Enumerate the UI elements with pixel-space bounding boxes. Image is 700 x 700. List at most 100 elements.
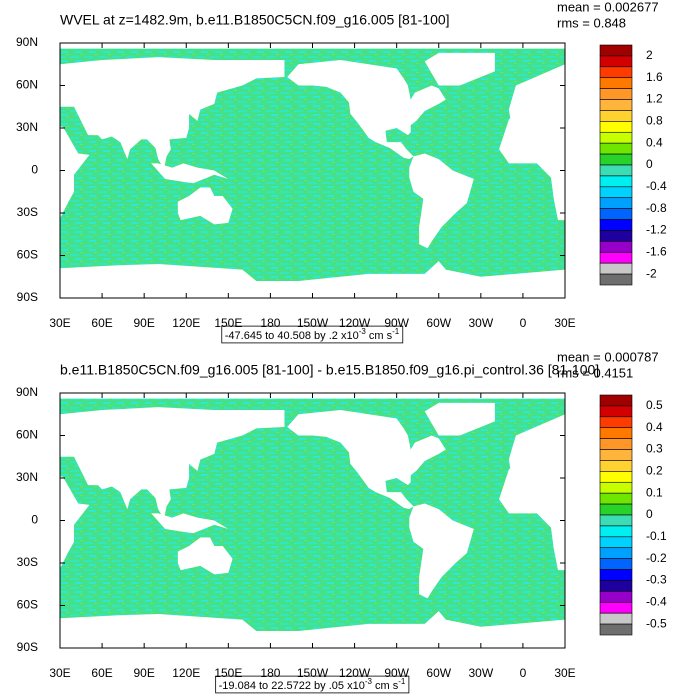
colorbar-label: -2 <box>646 266 657 280</box>
x-tick-label: 30E <box>49 666 70 680</box>
land <box>424 52 495 86</box>
land <box>151 513 229 534</box>
x-tick-label: 30E <box>554 316 575 330</box>
colorbar-box <box>599 131 633 144</box>
y-tick-label: 60S <box>17 598 38 612</box>
colorbar-box <box>599 416 633 429</box>
colorbar-box <box>599 438 633 450</box>
x-tick-label: 0 <box>520 666 527 680</box>
y-tick-label: 90S <box>17 290 38 304</box>
x-tick-label: 180 <box>260 316 280 330</box>
colorbar-label: -0.1 <box>646 529 667 543</box>
land <box>499 64 565 221</box>
map-panel: WVEL at z=1482.9m, b.e11.B1850C5CN.f09_g… <box>16 0 667 344</box>
x-tick-label: 120W <box>339 316 371 330</box>
colorbar-box <box>599 153 633 166</box>
y-tick-label: 30N <box>16 120 38 134</box>
y-tick-label: 90N <box>16 385 38 399</box>
land <box>60 57 285 170</box>
land <box>499 414 565 571</box>
colorbar-box <box>599 449 633 461</box>
colorbar-label: 1.2 <box>646 92 663 106</box>
colorbar-box <box>599 230 633 242</box>
x-tick-label: 30E <box>49 316 70 330</box>
colorbar-box <box>599 471 633 483</box>
colorbar-label: 2 <box>646 48 653 62</box>
colorbar-label: 0.8 <box>646 114 663 128</box>
x-tick-label: 150W <box>297 316 329 330</box>
rms-label: rms = 0.848 <box>557 15 626 30</box>
y-tick-label: 30S <box>17 205 38 219</box>
colorbar-box <box>599 394 633 407</box>
mean-label: mean = 0.000787 <box>557 349 659 364</box>
y-tick-label: 90N <box>16 35 38 49</box>
range-label-part: -47.645 to 40.508 by .2 x10 <box>225 330 359 342</box>
colorbar-box <box>599 514 633 527</box>
range-label-part: cm s <box>372 680 399 692</box>
colorbar-box <box>599 547 633 559</box>
x-tick-label: 150E <box>214 666 242 680</box>
mean-label: mean = 0.002677 <box>557 0 659 14</box>
colorbar-label: -1.2 <box>646 223 667 237</box>
colorbar-label: -0.4 <box>646 179 667 193</box>
colorbar-label: 0 <box>646 507 653 521</box>
x-tick-label: 90W <box>384 316 409 330</box>
colorbar-label: -0.4 <box>646 594 667 608</box>
rms-label: rms = 0.4151 <box>557 365 633 380</box>
panel-title: b.e11.B1850C5CN.f09_g16.005 [81-100] - b… <box>60 362 599 378</box>
colorbar-label: -0.5 <box>646 616 667 630</box>
colorbar-box <box>599 623 633 636</box>
land <box>60 261 565 298</box>
colorbar-label: 0.2 <box>646 464 663 478</box>
land <box>60 126 90 219</box>
colorbar-box <box>599 591 633 603</box>
colorbar-box <box>599 569 633 581</box>
land <box>287 410 446 510</box>
colorbar-box <box>599 241 633 253</box>
colorbar-label: 0.3 <box>646 442 663 456</box>
colorbar-box <box>599 503 633 516</box>
range-label: -47.645 to 40.508 by .2 x10-3 cm s-1 <box>225 327 400 342</box>
colorbar-box <box>599 142 633 155</box>
colorbar-box <box>599 44 633 57</box>
y-tick-label: 0 <box>31 513 38 527</box>
land <box>287 60 446 160</box>
x-tick-label: 30W <box>468 666 493 680</box>
colorbar-box <box>599 55 633 68</box>
panel-title: WVEL at z=1482.9m, b.e11.B1850C5CN.f09_g… <box>60 12 450 28</box>
colorbar-box <box>599 66 633 79</box>
x-tick-label: 150E <box>214 316 242 330</box>
x-tick-label: 60W <box>426 666 451 680</box>
y-tick-label: 0 <box>31 163 38 177</box>
land <box>60 611 565 648</box>
colorbar-label: -1.6 <box>646 244 667 258</box>
x-tick-label: 90W <box>384 666 409 680</box>
colorbar-label: 0.1 <box>646 485 663 499</box>
range-label-part: cm s <box>366 330 393 342</box>
y-tick-label: 60S <box>17 248 38 262</box>
colorbar-box <box>599 536 633 549</box>
x-tick-label: 180 <box>260 666 280 680</box>
colorbar-box <box>599 405 633 418</box>
colorbar-box <box>599 251 633 264</box>
map-panel: b.e11.B1850C5CN.f09_g16.005 [81-100] - b… <box>16 349 667 694</box>
range-label-superscript: -1 <box>398 677 406 686</box>
y-tick-label: 60N <box>16 428 38 442</box>
colorbar-box <box>599 175 633 188</box>
range-box <box>221 325 404 344</box>
land <box>409 503 474 599</box>
land <box>177 537 233 575</box>
x-tick-label: 90E <box>133 666 154 680</box>
range-label: -19.084 to 22.5722 by .05 x10-3 cm s-1 <box>219 677 406 692</box>
land <box>177 187 233 225</box>
colorbar-box <box>599 273 633 286</box>
range-label-superscript: -3 <box>365 677 373 686</box>
x-tick-label: 0 <box>520 316 527 330</box>
colorbar-label: 0.5 <box>646 398 663 412</box>
colorbar-box <box>599 88 633 100</box>
colorbar-label: 0.4 <box>646 135 663 149</box>
x-tick-label: 90E <box>133 316 154 330</box>
colorbar-box <box>599 164 633 177</box>
range-label-part: -19.084 to 22.5722 by .05 x10 <box>219 680 365 692</box>
